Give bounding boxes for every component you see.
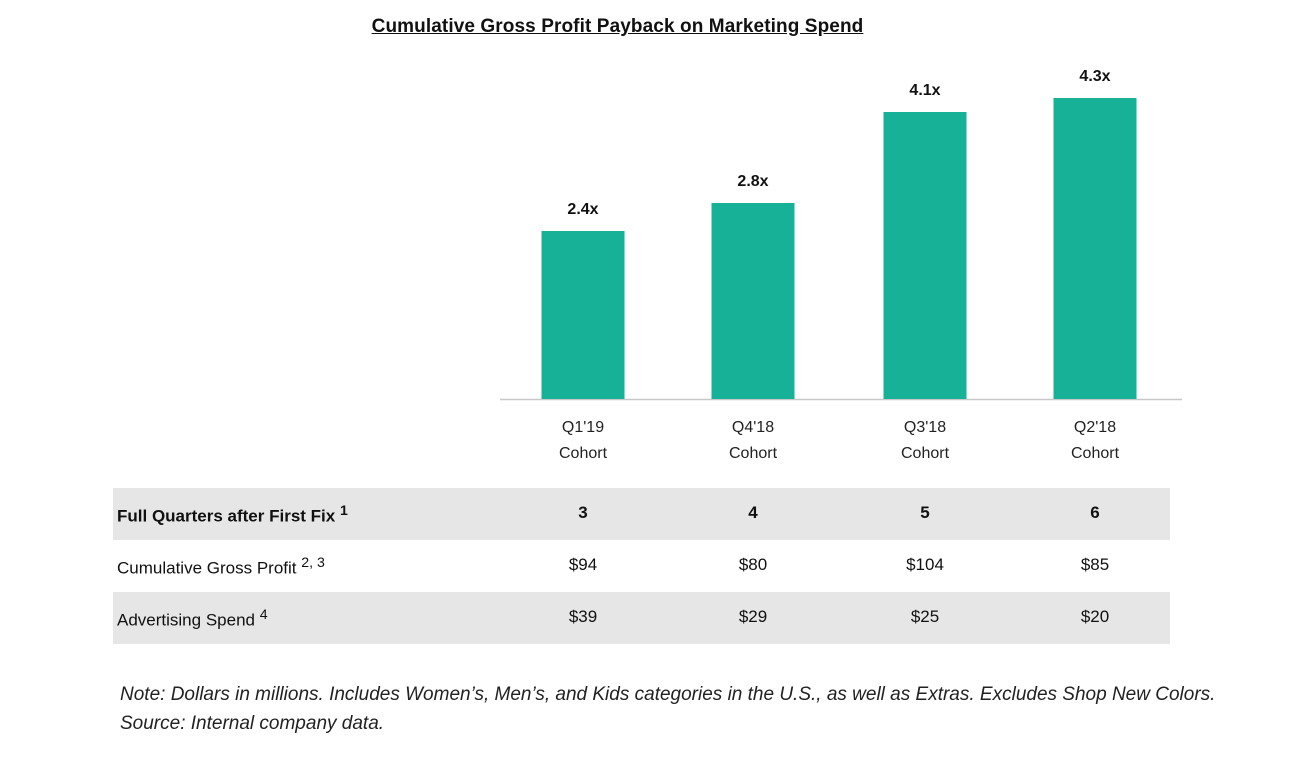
footnote: Note: Dollars in millions. Includes Wome… bbox=[120, 684, 1216, 734]
row-label: Full Quarters after First Fix 1 bbox=[117, 503, 348, 526]
table-row-gross-profit: Cumulative Gross Profit 2, 3 $94 $80 $10… bbox=[113, 540, 1170, 592]
table-cell: 4 bbox=[748, 503, 758, 522]
chart-title: Cumulative Gross Profit Payback on Marke… bbox=[371, 16, 864, 37]
table-cell: $80 bbox=[738, 555, 768, 574]
bar-chart: 2.4x Q1'19 Cohort 2.8x Q4'18 Cohort 4.1x Q3'18 C… bbox=[500, 68, 1182, 462]
table-cell: $85 bbox=[1080, 555, 1110, 574]
x-tick-label: Q2'18 bbox=[1074, 419, 1116, 436]
table-row-advertising-spend: Advertising Spend 4 $39 $29 $25 $20 bbox=[113, 592, 1170, 644]
bar bbox=[1053, 98, 1137, 399]
cohort-table: Full Quarters after First Fix 1 3 4 5 6 … bbox=[113, 488, 1170, 644]
bar-data-label: 4.1x bbox=[909, 82, 940, 99]
x-tick-label: Q1'19 bbox=[562, 419, 604, 436]
bar bbox=[541, 231, 625, 399]
table-cell: 3 bbox=[578, 503, 588, 522]
x-tick-label: Cohort bbox=[559, 445, 608, 462]
bar bbox=[883, 112, 967, 399]
x-tick-label: Q4'18 bbox=[732, 419, 774, 436]
row-label: Advertising Spend 4 bbox=[117, 607, 268, 630]
table-row-full-quarters: Full Quarters after First Fix 1 3 4 5 6 bbox=[113, 488, 1170, 540]
bar bbox=[711, 203, 795, 399]
bar-data-label: 2.4x bbox=[567, 201, 598, 218]
table-cell: $104 bbox=[906, 555, 944, 574]
x-tick-label: Q3'18 bbox=[904, 419, 946, 436]
table-cell: $29 bbox=[738, 607, 768, 626]
table-cell: $94 bbox=[568, 555, 598, 574]
table-cell: $25 bbox=[910, 607, 940, 626]
bar-data-label: 2.8x bbox=[737, 173, 768, 190]
x-tick-label: Cohort bbox=[1071, 445, 1120, 462]
row-label: Cumulative Gross Profit 2, 3 bbox=[117, 555, 325, 578]
table-cell: 6 bbox=[1090, 503, 1100, 522]
x-tick-label: Cohort bbox=[729, 445, 778, 462]
table-cell: $39 bbox=[568, 607, 598, 626]
table-cell: 5 bbox=[920, 503, 930, 522]
table-cell: $20 bbox=[1080, 607, 1110, 626]
x-tick-label: Cohort bbox=[901, 445, 950, 462]
bar-data-label: 4.3x bbox=[1079, 68, 1110, 85]
